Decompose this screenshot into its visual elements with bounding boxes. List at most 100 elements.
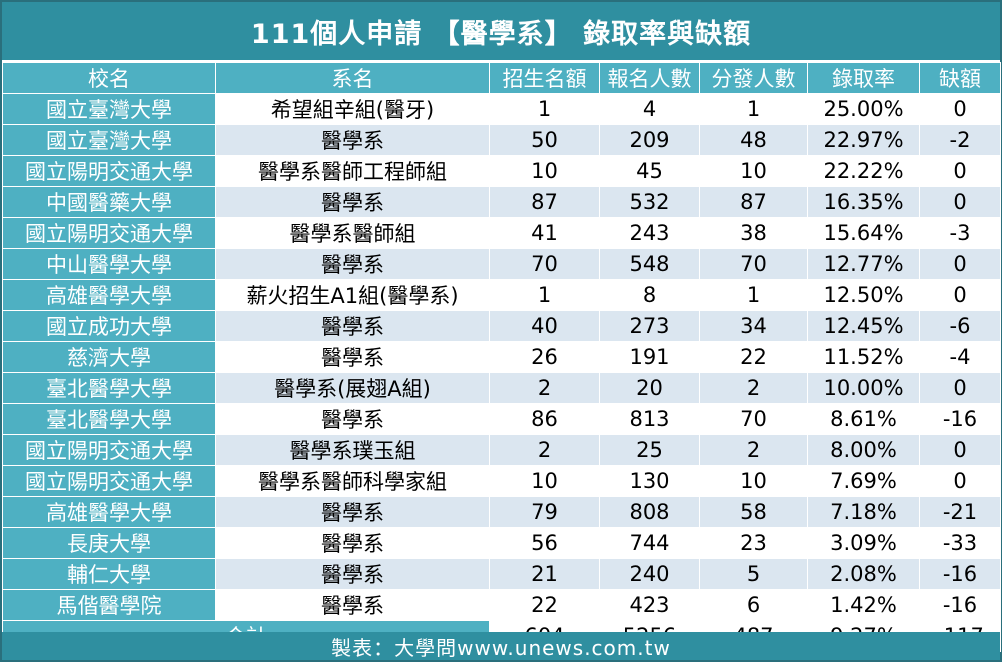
table-row: 高雄醫學大學 醫學系 79 808 58 7.18% -21 [2,496,1001,528]
school-cell: 臺北醫學大學 [2,403,216,435]
school-cell: 中山醫學大學 [2,248,216,280]
table-row: 慈濟大學 醫學系 26 191 22 11.52% -4 [2,341,1001,373]
quota-cell: 21 [489,558,600,590]
vacancy-cell: -3 [919,217,1001,249]
applicants-cell: 273 [599,310,700,342]
quota-cell: 1 [489,93,600,125]
assigned-cell: 5 [699,558,808,590]
quota-cell: 10 [489,465,600,497]
school-cell: 輔仁大學 [2,558,216,590]
admission-rate-cell: 3.09% [807,527,920,559]
school-cell: 國立陽明交通大學 [2,465,216,497]
applicants-cell: 243 [599,217,700,249]
quota-cell: 22 [489,589,600,621]
admission-rate-cell: 7.18% [807,496,920,528]
quota-cell: 41 [489,217,600,249]
school-cell: 高雄醫學大學 [2,279,216,311]
assigned-cell: 48 [699,124,808,156]
school-cell: 高雄醫學大學 [2,496,216,528]
admission-rate-cell: 12.77% [807,248,920,280]
quota-cell: 87 [489,186,600,218]
school-cell: 國立陽明交通大學 [2,155,216,187]
applicants-cell: 423 [599,589,700,621]
table-row: 臺北醫學大學 醫學系 86 813 70 8.61% -16 [2,403,1001,435]
department-cell: 醫學系 [215,248,490,280]
department-cell: 醫學系 [215,124,490,156]
applicants-cell: 240 [599,558,700,590]
department-cell: 醫學系醫師工程師組 [215,155,490,187]
vacancy-cell: 0 [919,186,1001,218]
vacancy-cell: -16 [919,589,1001,621]
applicants-cell: 744 [599,527,700,559]
school-cell: 臺北醫學大學 [2,372,216,404]
table-row: 中山醫學大學 醫學系 70 548 70 12.77% 0 [2,248,1001,280]
assigned-cell: 10 [699,465,808,497]
assigned-cell: 2 [699,372,808,404]
source-footer: 製表：大學問www.unews.com.tw [2,632,1000,660]
applicants-cell: 548 [599,248,700,280]
department-cell: 醫學系 [215,496,490,528]
assigned-cell: 6 [699,589,808,621]
page-title: 111個人申請 【醫學系】 錄取率與缺額 [2,2,1000,60]
assigned-cell: 38 [699,217,808,249]
table-row: 國立成功大學 醫學系 40 273 34 12.45% -6 [2,310,1001,342]
quota-cell: 1 [489,279,600,311]
department-cell: 醫學系醫師組 [215,217,490,249]
vacancy-cell: -2 [919,124,1001,156]
school-cell: 國立陽明交通大學 [2,434,216,466]
department-cell: 醫學系 [215,589,490,621]
assigned-cell: 10 [699,155,808,187]
quota-cell: 2 [489,372,600,404]
table-row: 國立陽明交通大學 醫學系醫師工程師組 10 45 10 22.22% 0 [2,155,1001,187]
quota-cell: 79 [489,496,600,528]
table-row: 馬偕醫學院 醫學系 22 423 6 1.42% -16 [2,589,1001,621]
table-row: 輔仁大學 醫學系 21 240 5 2.08% -16 [2,558,1001,590]
vacancy-cell: 0 [919,434,1001,466]
admission-table: 校名 系名 招生名額 報名人數 分發人數 錄取率 缺額 國立臺灣大學 希望組辛組(… [2,62,1001,652]
vacancy-cell: -4 [919,341,1001,373]
school-cell: 國立臺灣大學 [2,93,216,125]
vacancy-cell: -6 [919,310,1001,342]
assigned-cell: 70 [699,403,808,435]
vacancy-cell: 0 [919,372,1001,404]
assigned-cell: 1 [699,279,808,311]
department-cell: 醫學系璞玉組 [215,434,490,466]
table-row: 長庚大學 醫學系 56 744 23 3.09% -33 [2,527,1001,559]
assigned-cell: 70 [699,248,808,280]
admission-rate-cell: 16.35% [807,186,920,218]
department-cell: 醫學系 [215,527,490,559]
column-header-school: 校名 [2,62,216,94]
quota-cell: 26 [489,341,600,373]
applicants-cell: 813 [599,403,700,435]
school-cell: 國立臺灣大學 [2,124,216,156]
assigned-cell: 87 [699,186,808,218]
table-row: 國立陽明交通大學 醫學系醫師科學家組 10 130 10 7.69% 0 [2,465,1001,497]
department-cell: 醫學系 [215,558,490,590]
column-header-vacancy: 缺額 [919,62,1001,94]
vacancy-cell: -33 [919,527,1001,559]
vacancy-cell: 0 [919,248,1001,280]
applicants-cell: 191 [599,341,700,373]
admission-rate-cell: 1.42% [807,589,920,621]
assigned-cell: 23 [699,527,808,559]
department-cell: 醫學系(展翅A組) [215,372,490,404]
vacancy-cell: 0 [919,155,1001,187]
department-cell: 希望組辛組(醫牙) [215,93,490,125]
admission-rate-cell: 7.69% [807,465,920,497]
column-header-applicants: 報名人數 [599,62,700,94]
applicants-cell: 25 [599,434,700,466]
admission-rate-cell: 25.00% [807,93,920,125]
admission-rate-cell: 8.00% [807,434,920,466]
school-cell: 國立成功大學 [2,310,216,342]
applicants-cell: 8 [599,279,700,311]
vacancy-cell: -16 [919,403,1001,435]
table-row: 國立臺灣大學 希望組辛組(醫牙) 1 4 1 25.00% 0 [2,93,1001,125]
department-cell: 醫學系醫師科學家組 [215,465,490,497]
assigned-cell: 58 [699,496,808,528]
quota-cell: 40 [489,310,600,342]
quota-cell: 86 [489,403,600,435]
column-header-quota: 招生名額 [489,62,600,94]
admission-rate-cell: 12.50% [807,279,920,311]
column-header-admission-rate: 錄取率 [807,62,920,94]
